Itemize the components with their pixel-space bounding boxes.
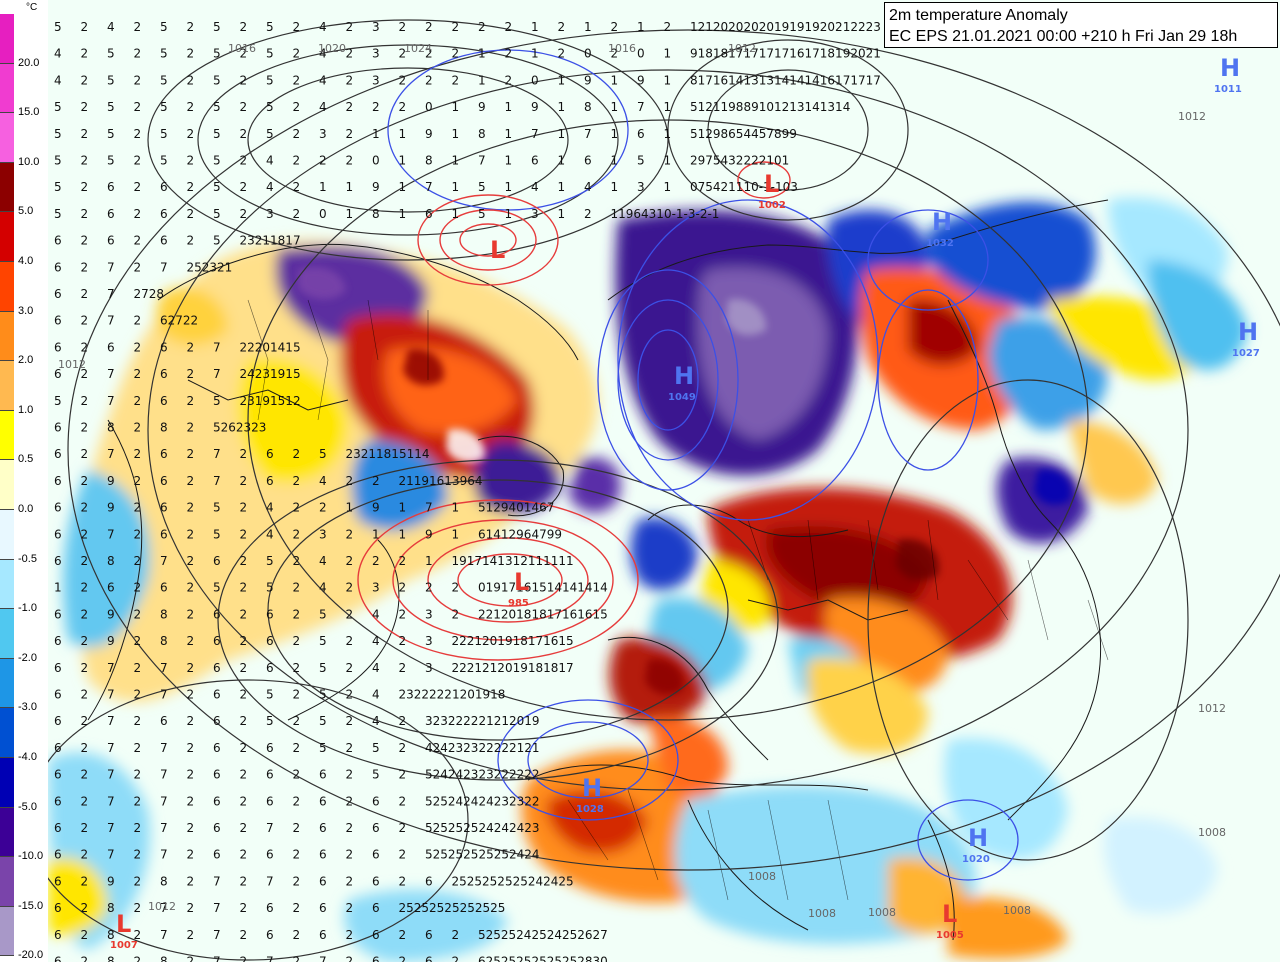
- legend-tick-label: -2.0: [18, 651, 37, 664]
- legend-swatch: [0, 906, 14, 957]
- legend-tick-label: 3.0: [18, 304, 34, 317]
- map-title-box: 2m temperature Anomaly EC EPS 21.01.2021…: [884, 2, 1278, 48]
- legend-tick-label: -15.0: [18, 899, 44, 912]
- map-title: 2m temperature Anomaly: [889, 7, 1068, 24]
- isobar-label: 1008: [748, 870, 776, 883]
- grid-row: 526262524211917151414131075421110-1-103: [54, 180, 798, 194]
- borders: [247, 299, 1109, 901]
- legend-tick-label: -20.0: [18, 949, 44, 962]
- legend-swatch: [0, 113, 14, 163]
- legend-swatch: [0, 14, 14, 64]
- legend-swatch: [0, 311, 14, 362]
- pressure-value: 1002: [758, 200, 786, 211]
- isobar-label: 1008: [868, 906, 896, 919]
- pressure-value: 1032: [926, 238, 954, 249]
- isobars-red: [357, 161, 791, 661]
- legend-tick-label: 1.0: [18, 403, 34, 416]
- legend-swatch: [0, 708, 14, 758]
- pressure-value: 1011: [1214, 84, 1242, 95]
- legend-tick-label: -0.5: [18, 552, 37, 565]
- low-pressure-marker: L: [116, 910, 131, 938]
- isobars-black: [48, 19, 1280, 961]
- high-pressure-marker: H: [1238, 318, 1258, 346]
- legend-swatch: [0, 609, 14, 659]
- low-pressure-marker: L: [764, 170, 779, 198]
- grid-row: 6272728: [54, 287, 164, 301]
- legend-tick-label: 15.0: [18, 106, 40, 119]
- pressure-value: 1007: [110, 940, 138, 951]
- pressure-value: 1020: [962, 854, 990, 865]
- legend-swatch: [0, 262, 14, 312]
- grid-row: 6272627262523211815114: [54, 447, 429, 461]
- pressure-value: 1005: [936, 930, 964, 941]
- isobar-label: 1024: [404, 42, 432, 55]
- anomaly-detail: [298, 266, 1072, 695]
- pressure-centers: H 1011 L 1002 H 1032 L H 1049 H 1027 L 985 H 1028 H 1020…: [110, 54, 1260, 951]
- legend-tick-label: 20.0: [18, 56, 40, 69]
- legend-tick-label: 2.0: [18, 354, 34, 367]
- grid-row: 52525252523211918171716151298654457899: [54, 127, 797, 141]
- legend-swatch: [0, 212, 14, 262]
- pressure-value: 1027: [1232, 348, 1260, 359]
- pressure-value: 1049: [668, 392, 696, 403]
- legend-swatch: [0, 510, 14, 560]
- isobar-label: 1008: [1198, 826, 1226, 839]
- low-pressure-marker: L: [514, 568, 529, 596]
- isobar-value-labels: 1016 1020 1024 1016 1012 1008 1012 1012 1012 1008…: [58, 42, 1226, 920]
- legend-tick-label: 10.0: [18, 155, 40, 168]
- legend-swatch: [0, 857, 14, 907]
- legend-swatch: [0, 559, 14, 610]
- grid-row: 629262726242221191613964: [54, 474, 482, 488]
- isobar-label: 1020: [318, 42, 346, 55]
- pressure-value: 1028: [576, 804, 604, 815]
- isobar-label: 1012: [148, 900, 176, 913]
- anomaly-map: 5242525252423222221212121212020202019191…: [48, 0, 1280, 962]
- isobar-label: 1012: [1178, 110, 1206, 123]
- isobars-blue: [387, 49, 1019, 881]
- isobar-label: 1016: [608, 42, 636, 55]
- legend-swatch: [0, 63, 14, 114]
- legend-swatch: [0, 807, 14, 858]
- high-pressure-marker: H: [582, 774, 602, 802]
- legend-tick-label: -1.0: [18, 602, 37, 615]
- legend-tick-label: 5.0: [18, 205, 34, 218]
- legend-tick-label: -10.0: [18, 850, 44, 863]
- pressure-value: 985: [508, 598, 529, 609]
- isobar-label: 1016: [228, 42, 256, 55]
- legend-swatch: [0, 361, 14, 411]
- high-pressure-marker: H: [1220, 54, 1240, 82]
- legend-unit: °C: [26, 2, 38, 13]
- legend-tick-label: 4.0: [18, 255, 34, 267]
- low-pressure-marker: L: [942, 900, 957, 928]
- temperature-legend: °C 20.0 15.0 10.0 5.0 4.0 3.0 2.0 1.0 0.5 0.0 -0.5…: [0, 0, 48, 962]
- legend-tick-label: -4.0: [18, 751, 37, 763]
- grid-row: 6282825262323: [54, 421, 266, 435]
- legend-swatch: [0, 162, 14, 213]
- low-pressure-marker: L: [490, 236, 505, 264]
- legend-tick-label: 0.0: [18, 503, 34, 515]
- legend-tick-label: -3.0: [18, 701, 37, 714]
- map-subtitle: EC EPS 21.01.2021 00:00 +210 h Fri Jan 2…: [889, 28, 1238, 45]
- isobar-label: 1012: [1198, 702, 1226, 715]
- legend-tick-label: -5.0: [18, 800, 37, 813]
- high-pressure-marker: H: [932, 208, 952, 236]
- isobar-label: 1008: [808, 907, 836, 920]
- isobar-label: 1012: [728, 42, 756, 55]
- isobar-label: 1008: [1003, 904, 1031, 917]
- high-pressure-marker: H: [674, 362, 694, 390]
- coastlines: [87, 199, 1109, 941]
- legend-swatch: [0, 658, 14, 709]
- isobar-label: 1012: [58, 358, 86, 371]
- legend-swatch: [0, 460, 14, 510]
- legend-swatch: [0, 410, 14, 461]
- legend-swatch: [0, 758, 14, 808]
- legend-tick-label: 0.5: [18, 453, 34, 466]
- high-pressure-marker: H: [968, 824, 988, 852]
